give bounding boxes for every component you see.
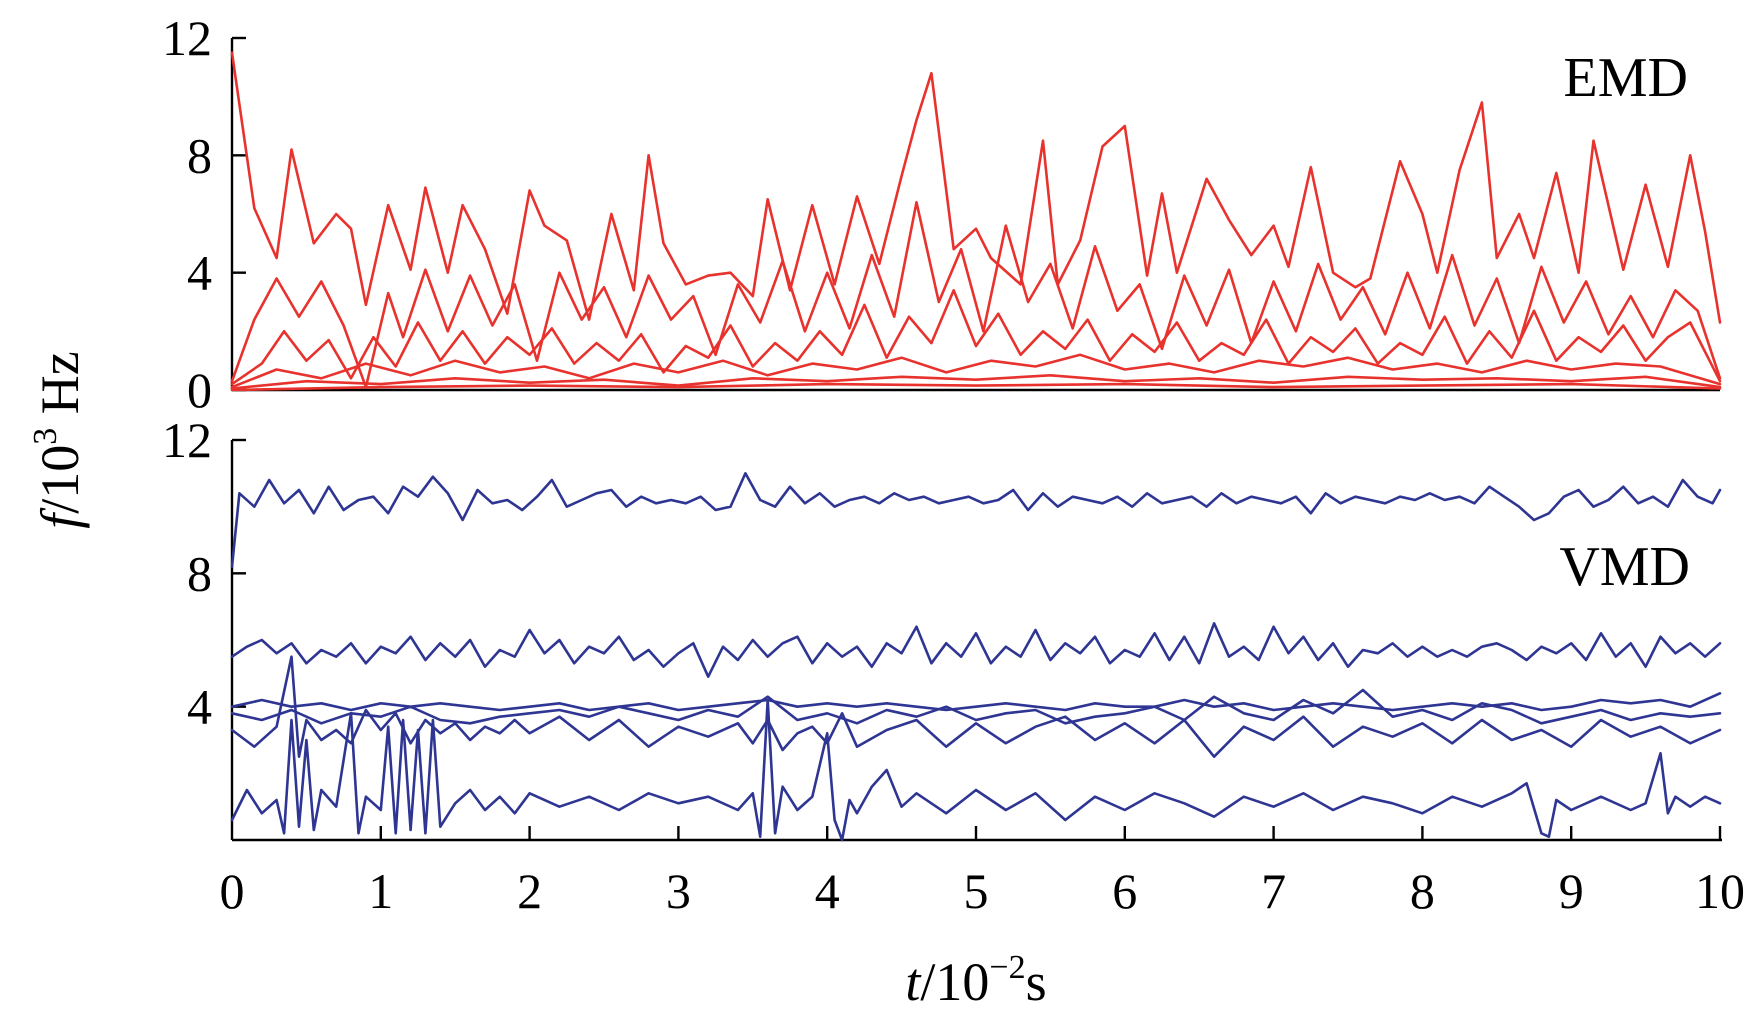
vmd-y-ticks: 4 8 12 <box>162 412 246 735</box>
x-tick-label: 7 <box>1261 863 1286 919</box>
y-axis-exp: 3 <box>27 428 64 445</box>
x-tick-label: 6 <box>1112 863 1137 919</box>
x-axis-label: t/10−2s <box>905 949 1046 1012</box>
x-tick-label: 4 <box>815 863 840 919</box>
emd-series-group <box>230 51 1722 392</box>
emd-y-tick-label: 8 <box>187 127 212 183</box>
x-tick-label: 5 <box>964 863 989 919</box>
emd-series-2 <box>230 201 1722 389</box>
x-tick-label: 9 <box>1559 863 1584 919</box>
vmd-panel-label: VMD <box>1559 536 1690 598</box>
emd-y-tick-label: 0 <box>187 362 212 418</box>
vmd-y-tick-label: 12 <box>162 412 212 468</box>
vmd-series-group <box>230 471 1722 842</box>
vmd-y-tick-label: 4 <box>187 679 212 735</box>
emd-panel-label: EMD <box>1564 47 1688 109</box>
x-tick-label: 10 <box>1695 863 1745 919</box>
vmd-y-tick-label: 8 <box>187 545 212 601</box>
x-axis-unit: s <box>1026 952 1047 1012</box>
emd-series-5 <box>230 373 1722 390</box>
x-tick-label: 2 <box>517 863 542 919</box>
vmd-series-4 <box>230 688 1722 725</box>
emd-panel: 0 4 8 12 EMD <box>162 10 1722 418</box>
y-axis-mid: /10 <box>30 445 90 514</box>
vmd-series-2 <box>230 621 1722 679</box>
emd-y-tick-label: 4 <box>187 245 212 301</box>
y-axis-label: f/103 Hz <box>27 351 90 529</box>
y-axis-unit: Hz <box>30 351 90 427</box>
emd-y-tick-label: 12 <box>162 10 212 66</box>
x-tick-label: 0 <box>220 863 245 919</box>
x-tick-label: 1 <box>368 863 393 919</box>
vmd-series-3 <box>230 691 1722 712</box>
vmd-panel: 4 8 12 VMD <box>162 412 1722 842</box>
x-axis-mid: /10 <box>920 952 989 1012</box>
vmd-series-6 <box>230 698 1722 842</box>
emd-series-6 <box>230 382 1722 392</box>
x-axis-exp: −2 <box>989 949 1025 986</box>
x-tick-label: 8 <box>1410 863 1435 919</box>
x-axis-var: t <box>905 952 922 1012</box>
vmd-series-5 <box>230 655 1722 759</box>
emd-series-1 <box>230 51 1722 324</box>
x-tick-labels: 0 1 2 3 4 5 6 7 8 9 10 <box>220 826 1745 919</box>
vmd-series-1 <box>230 471 1722 569</box>
emd-y-ticks: 0 4 8 12 <box>162 10 246 418</box>
emd-series-3 <box>230 288 1722 386</box>
x-tick-label: 3 <box>666 863 691 919</box>
emd-series-4 <box>230 353 1722 389</box>
